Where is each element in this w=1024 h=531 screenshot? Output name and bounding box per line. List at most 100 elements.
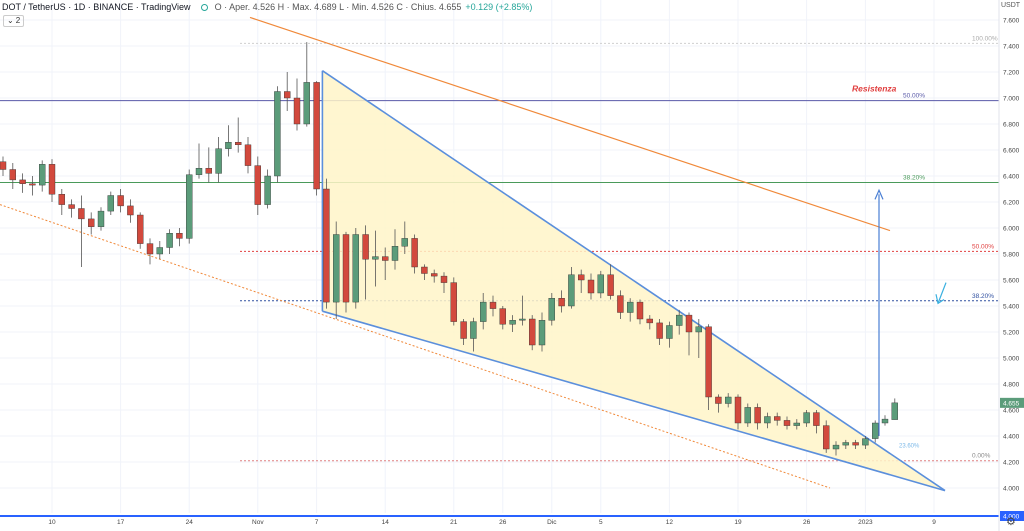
candle [372,230,379,287]
candle [225,125,232,157]
candle [205,147,213,183]
candle-body [58,193,65,205]
candle-body [156,247,164,255]
candle-body [372,256,379,260]
candle [813,410,820,434]
candle [676,309,683,335]
candle-body [568,274,575,307]
candle [646,315,653,330]
candle-body [225,141,232,149]
price-tick-label: 4.600 [1003,408,1020,415]
chevron-down-icon: ⌄ [7,16,14,25]
candle-body [117,195,124,207]
candle-body [872,422,879,439]
candle-body [166,232,173,248]
small-fib-label: 23.60% [899,444,920,450]
candle-body [823,425,830,450]
candle-body [734,396,742,424]
candle-body [783,420,791,426]
candle-body [362,234,369,260]
candle-body [107,195,115,212]
candle-body [87,218,95,227]
floor-price-badge [1000,511,1024,521]
candle-body [489,301,497,309]
candle [656,319,663,345]
candle [499,306,506,330]
candle-body [607,274,614,296]
fib-label: 0.00% [972,453,991,460]
candle [627,298,634,322]
candle-body [0,161,7,170]
candle [597,270,604,299]
candle-body [578,274,585,281]
candle [19,173,26,193]
time-tick-label: 24 [186,519,194,526]
candle [754,403,761,430]
candle-body [793,422,800,426]
candle-body [519,318,526,321]
candle-body [891,402,898,420]
symbol-title[interactable]: DOT / TetherUS · 1D · BINANCE · TradingV… [2,2,191,12]
candle-body [431,273,438,277]
candle [313,81,320,196]
gear-icon[interactable]: ⚙ [1006,516,1016,528]
candle-body [685,314,693,333]
change-readout: +0.129 (+2.85%) [465,2,533,12]
candle-body [548,298,555,321]
candle-body [323,188,330,303]
candle [568,267,575,309]
candle-body [509,320,516,325]
candle [872,420,879,443]
indicators-toggle[interactable]: ⌄ 2 [3,15,25,27]
time-tick-label: 10 [48,519,56,526]
candle-body [862,438,869,446]
candle [548,293,555,326]
price-tick-label: 5.800 [1003,252,1020,259]
candle [744,403,751,427]
candle [558,290,565,313]
candle-body [9,169,17,181]
candle [705,324,712,410]
indicator-count: 2 [15,16,21,25]
candle-body [293,97,301,125]
candle-body [185,174,193,239]
time-tick-label: 26 [499,519,507,526]
candle-body [587,279,595,294]
candle [176,228,183,247]
candle-body [499,308,506,325]
candle [29,176,36,196]
candle-body [460,321,467,339]
candle-body [421,266,428,274]
candle [803,410,810,427]
candle-body [764,416,771,424]
retest-arrow-head [935,294,945,305]
price-tick-label: 7.200 [1003,70,1020,77]
candle [293,78,301,131]
price-tick-label: 4.200 [1003,460,1020,467]
candle-body [333,234,340,303]
candle [489,295,497,317]
axis-currency: USDT [1001,2,1021,9]
candle-body [715,396,722,404]
current-price-label: 4.655 [1003,400,1020,407]
candle-body [195,167,203,175]
price-tick-label: 7.400 [1003,44,1020,51]
price-tick-label: 5.200 [1003,330,1020,337]
candle [117,189,124,213]
price-tick-label: 5.400 [1003,304,1020,311]
candle-body [391,245,399,261]
candle [842,439,849,449]
candle-body [146,243,154,255]
candle-body [234,141,242,145]
candle [107,191,115,215]
resistance-label: Resistenza [852,84,897,94]
candle [617,290,624,319]
candle [127,199,134,223]
candle [401,221,408,254]
candle-body [480,301,487,322]
candle-body [832,444,840,450]
candle [538,312,546,352]
arrow-head-icon [874,188,884,200]
candle-body [813,412,820,426]
